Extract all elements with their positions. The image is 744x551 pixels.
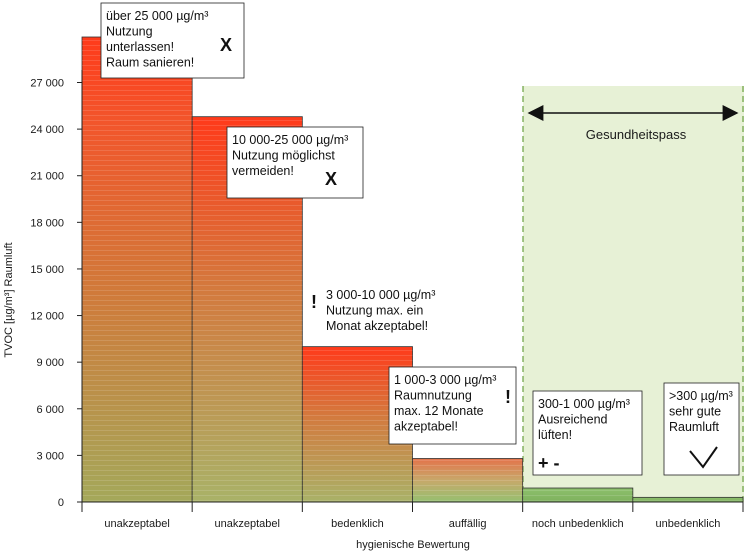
annotation-line: akzeptabel! <box>394 420 458 434</box>
annotation-frame <box>226 126 364 199</box>
x-tick-label: unakzeptabel <box>104 518 169 530</box>
y-tick-label: 9 000 <box>36 357 64 369</box>
cross-icon: X <box>325 169 337 189</box>
plus-minus-icon: + - <box>538 453 560 473</box>
y-tick-label: 3 000 <box>36 450 64 462</box>
annotation-frame <box>532 390 643 476</box>
annotation-line: lüften! <box>538 428 572 442</box>
annotation-frame <box>388 366 517 445</box>
y-tick-label: 6 000 <box>36 404 64 416</box>
annotation-line: vermeiden! <box>232 164 294 178</box>
annotation-line: Monat akzeptabel! <box>326 319 428 333</box>
y-tick-label: 27 000 <box>30 78 64 90</box>
bar-texture <box>82 37 193 502</box>
y-tick-label: 21 000 <box>30 171 64 183</box>
annotation-line: unterlassen! <box>106 40 174 54</box>
x-tick-label: unakzeptabel <box>215 518 280 530</box>
annotation-line: Raumnutzung <box>394 389 472 403</box>
x-axis: unakzeptabel unakzeptabel bedenklich auffäl… <box>81 501 744 530</box>
annotation-line: max. 12 Monate <box>394 404 484 418</box>
annotation-box: 3 000-10 000 µg/m³ Nutzung max. einMonat … <box>311 288 435 333</box>
check-icon <box>689 446 718 469</box>
annotation-frame <box>100 2 245 79</box>
warning-icon: ! <box>505 387 511 407</box>
x-tick-label: bedenklich <box>331 518 384 530</box>
bar-texture <box>522 488 633 502</box>
annotation-line: Raumluft <box>669 420 720 434</box>
annotation-line: >300 µg/m³ <box>669 389 733 403</box>
y-axis: 0 3 000 6 000 9 000 12 000 15 000 18 000 21 000… <box>30 70 83 509</box>
annotation-line: Nutzung <box>106 25 153 39</box>
y-tick-label: 0 <box>58 497 64 509</box>
annotation-line: 1 000-3 000 µg/m³ <box>394 373 496 387</box>
x-tick-label: auffällig <box>449 518 487 530</box>
annotation-line: Nutzung möglichst <box>232 149 335 163</box>
warning-icon: ! <box>311 292 317 312</box>
y-tick-label: 18 000 <box>30 217 64 229</box>
bar-texture <box>632 497 743 502</box>
region-label: Gesundheitspass <box>586 127 687 142</box>
annotation-line: 300-1 000 µg/m³ <box>538 397 630 411</box>
x-axis-label: hygienische Bewertung <box>356 539 470 551</box>
annotation-line: über 25 000 µg/m³ <box>106 9 208 23</box>
x-tick-label: noch unbedenklich <box>532 518 624 530</box>
annotation-line: sehr gute <box>669 405 721 419</box>
annotation-line: Raum sanieren! <box>106 56 194 70</box>
y-tick-label: 24 000 <box>30 124 64 136</box>
annotation-frame <box>663 382 740 476</box>
y-axis-label: TVOC [µg/m³] Raumluft <box>3 242 15 357</box>
annotation-box: 10 000-25 000 µg/m³ Nutzung möglichstverm… <box>226 126 364 199</box>
annotation-line: 3 000-10 000 µg/m³ <box>326 288 435 302</box>
annotation-line: Ausreichend <box>538 413 608 427</box>
annotation-line: 10 000-25 000 µg/m³ <box>232 133 348 147</box>
annotation-line: Nutzung max. ein <box>326 304 423 318</box>
cross-icon: X <box>220 35 232 55</box>
bar-texture <box>412 458 523 502</box>
y-tick-label: 15 000 <box>30 264 64 276</box>
y-tick-label: 12 000 <box>30 311 64 323</box>
x-tick-label: unbedenklich <box>655 518 720 530</box>
